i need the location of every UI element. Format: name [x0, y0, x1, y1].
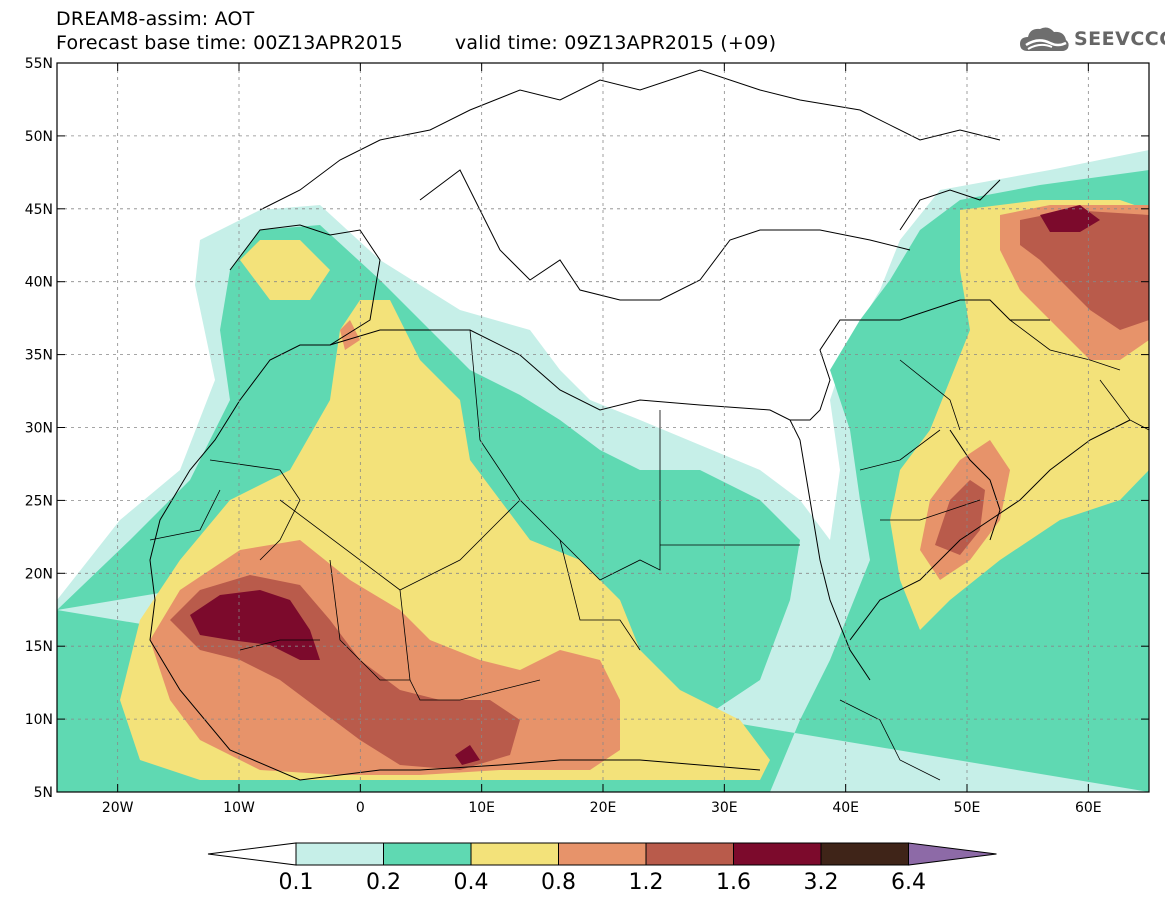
colorbar-segment [645, 842, 734, 866]
lon-tick-label: 10E [468, 800, 495, 816]
lon-tick-label: 20W [102, 800, 134, 816]
colorbar-label: 0.2 [366, 870, 401, 895]
lon-tick-label: 0 [356, 800, 365, 816]
colorbar-label: 0.4 [454, 870, 489, 895]
lat-tick-label: 30N [25, 421, 53, 437]
lat-tick-label: 35N [25, 348, 53, 364]
lat-tick-label: 40N [25, 275, 53, 291]
colorbar-segment [558, 842, 647, 866]
lat-tick-label: 25N [25, 493, 53, 509]
colorbar-label: 0.1 [279, 870, 314, 895]
lon-tick-label: 20E [590, 800, 617, 816]
grid-lines [57, 63, 1149, 792]
coastlines [149, 69, 1131, 781]
lat-tick-label: 50N [25, 129, 53, 145]
lon-tick-label: 60E [1075, 800, 1102, 816]
lon-tick-label: 40E [832, 800, 859, 816]
lat-tick-label: 5N [34, 785, 53, 801]
country-borders [149, 319, 1149, 781]
colorbar-segment [820, 842, 909, 866]
colorbar-label: 3.2 [804, 870, 839, 895]
colorbar-segment [470, 842, 559, 866]
colorbar-segment [733, 842, 822, 866]
colorbar-min-arrow [207, 842, 297, 866]
aot-band-1.2-1.6 [170, 210, 1149, 770]
logo-text: SEEVCCC [1074, 28, 1165, 50]
lat-tick-label: 15N [25, 639, 53, 655]
colorbar-segment [383, 842, 472, 866]
lat-tick-label: 45N [25, 202, 53, 218]
colorbar-max-arrow [908, 842, 997, 866]
colorbar-label: 6.4 [891, 870, 926, 895]
aot-band-0.8-1.2 [150, 205, 1149, 775]
colorbar: 0.1 0.2 0.4 0.8 1.2 1.6 3.2 6.4 [207, 842, 997, 895]
cloud-icon [1020, 27, 1069, 51]
lat-tick-label: 10N [25, 712, 53, 728]
map-subtitle: Forecast base time: 00Z13APR2015 valid ti… [56, 32, 776, 54]
map-title: DREAM8-assim: AOT [56, 8, 255, 30]
lon-tick-label: 30E [711, 800, 738, 816]
lat-tick-label: 20N [25, 566, 53, 582]
seevccc-logo: SEEVCCC [1018, 22, 1165, 56]
lon-tick-label: 50E [954, 800, 981, 816]
colorbar-label: 1.2 [629, 870, 664, 895]
valid-time: valid time: 09Z13APR2015 (+09) [454, 32, 777, 54]
lon-tick-label: 10W [223, 800, 255, 816]
colorbar-segment [295, 842, 384, 866]
colorbar-label: 1.6 [716, 870, 751, 895]
colorbar-label: 0.8 [541, 870, 576, 895]
base-time: Forecast base time: 00Z13APR2015 [56, 32, 403, 54]
axis-ticks: 55N 50N 45N 40N 35N 30N 25N 20N 15N 10N 5N 20W 10W 0 1… [25, 56, 1149, 816]
aot-band-0.2-0.4 [57, 170, 1149, 792]
lat-tick-label: 55N [25, 56, 53, 72]
